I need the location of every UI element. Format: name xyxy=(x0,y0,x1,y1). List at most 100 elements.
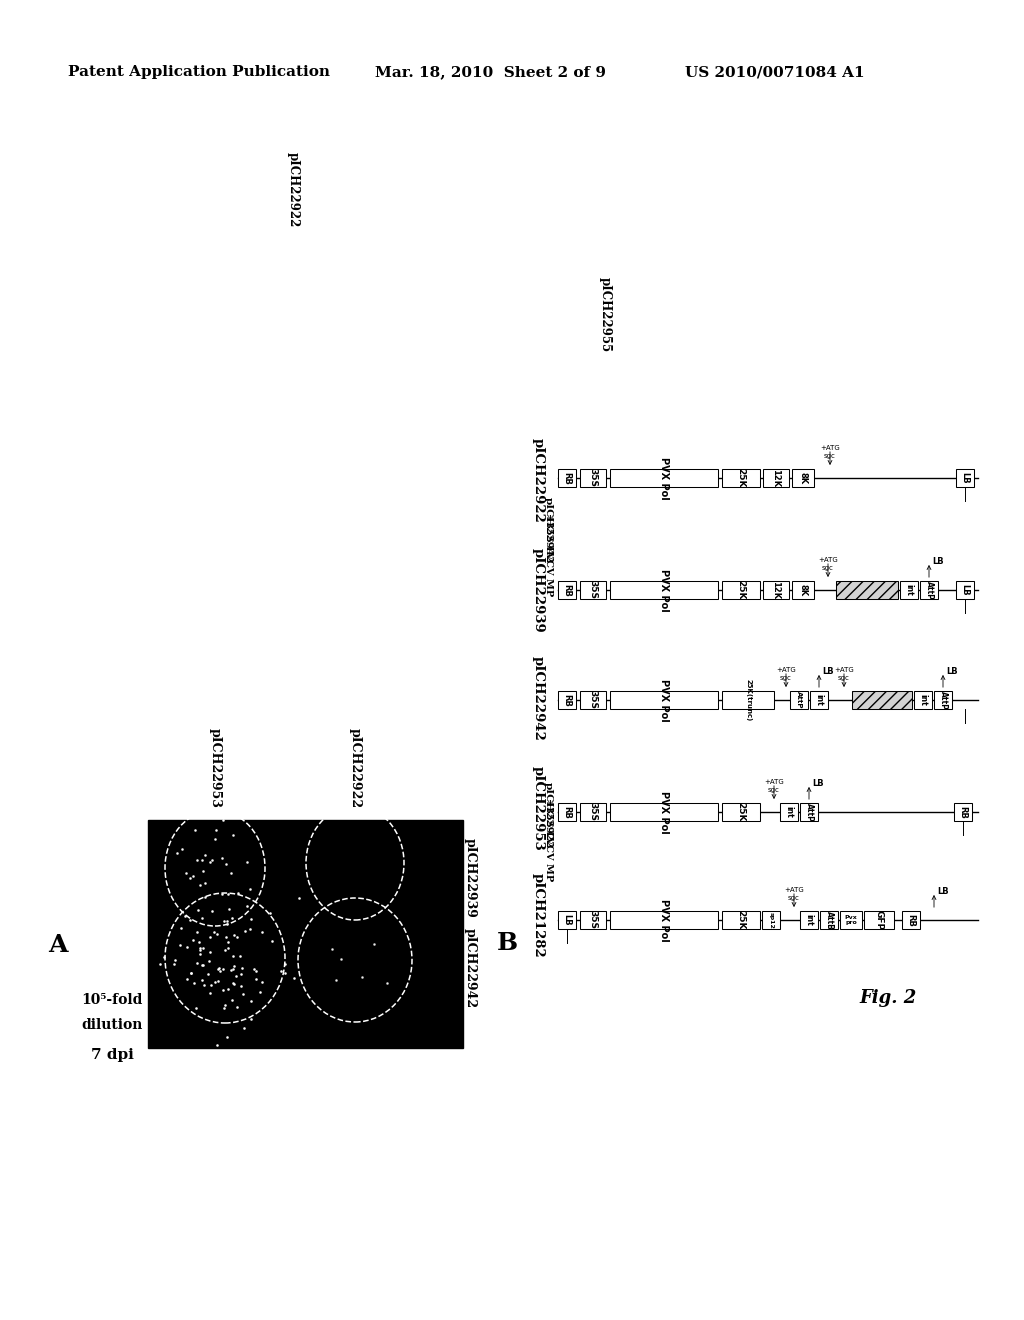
Bar xyxy=(914,690,932,709)
Text: Fig. 2: Fig. 2 xyxy=(859,989,916,1007)
Text: int: int xyxy=(784,807,794,818)
Text: 35S: 35S xyxy=(589,469,597,487)
Text: pICH21282: pICH21282 xyxy=(531,873,545,957)
Bar xyxy=(920,581,938,599)
Bar xyxy=(800,911,818,929)
Text: pICH22922: pICH22922 xyxy=(544,781,553,849)
Text: pICH22922: pICH22922 xyxy=(348,727,361,808)
Bar xyxy=(558,469,575,487)
Text: +ATG: +ATG xyxy=(818,557,838,564)
Bar xyxy=(780,803,798,821)
Bar xyxy=(902,911,920,929)
Text: sgc: sgc xyxy=(780,675,792,681)
Bar xyxy=(148,820,463,1048)
Bar xyxy=(722,911,760,929)
Text: +ATG: +ATG xyxy=(820,445,840,451)
Bar xyxy=(792,469,814,487)
Bar xyxy=(763,581,790,599)
Bar xyxy=(956,581,974,599)
Text: 25K: 25K xyxy=(736,803,745,822)
Text: 25K: 25K xyxy=(736,581,745,599)
Text: PVX Pol: PVX Pol xyxy=(659,569,669,611)
Text: AttP: AttP xyxy=(796,692,802,709)
Bar xyxy=(722,469,760,487)
Text: 35S: 35S xyxy=(589,803,597,821)
Text: AttP: AttP xyxy=(805,803,813,821)
Text: sgc: sgc xyxy=(768,787,780,793)
Text: LB: LB xyxy=(946,668,957,676)
Bar xyxy=(580,803,606,821)
Text: 8K: 8K xyxy=(799,473,808,484)
Text: PVX Pol: PVX Pol xyxy=(659,899,669,941)
Bar xyxy=(956,469,974,487)
Text: LB: LB xyxy=(822,668,834,676)
Text: sgc: sgc xyxy=(822,565,834,572)
Text: Patent Application Publication: Patent Application Publication xyxy=(68,65,330,79)
Text: 35S: 35S xyxy=(589,911,597,929)
Bar xyxy=(763,469,790,487)
Text: +35S-TVCV MP: +35S-TVCV MP xyxy=(544,799,553,882)
Bar xyxy=(610,581,718,599)
Text: pICH22922: pICH22922 xyxy=(287,152,299,227)
Text: PVX Pol: PVX Pol xyxy=(659,678,669,721)
Text: 7 dpi: 7 dpi xyxy=(90,1048,133,1063)
Text: +35S-TVCV MP: +35S-TVCV MP xyxy=(544,513,553,597)
Text: GFP: GFP xyxy=(874,909,884,931)
Text: pICH22942: pICH22942 xyxy=(544,496,553,564)
Text: 12K: 12K xyxy=(771,469,780,487)
Text: PVX Pol: PVX Pol xyxy=(659,457,669,499)
Text: 12K: 12K xyxy=(771,581,780,599)
Bar xyxy=(610,803,718,821)
Bar xyxy=(580,911,606,929)
Bar xyxy=(558,581,575,599)
Text: pICH22942: pICH22942 xyxy=(531,656,545,741)
Text: +ATG: +ATG xyxy=(784,887,804,894)
Text: pICH22939: pICH22939 xyxy=(531,548,545,632)
Text: sgc: sgc xyxy=(824,453,836,459)
Bar xyxy=(722,803,760,821)
Bar xyxy=(954,803,972,821)
Bar xyxy=(836,581,898,599)
Bar xyxy=(820,911,838,929)
Text: LB: LB xyxy=(562,915,571,925)
Text: AttB: AttB xyxy=(824,911,834,929)
Text: pICH22953: pICH22953 xyxy=(531,766,545,850)
Text: 25K: 25K xyxy=(736,469,745,488)
Text: int: int xyxy=(919,694,928,706)
Text: +ATG: +ATG xyxy=(764,779,784,785)
Text: Pvx
pro: Pvx pro xyxy=(845,915,857,925)
Bar xyxy=(580,581,606,599)
Text: AttP: AttP xyxy=(939,690,947,709)
Text: 35S: 35S xyxy=(589,581,597,599)
Bar xyxy=(792,581,814,599)
Bar xyxy=(610,911,718,929)
Text: A: A xyxy=(48,933,68,957)
Text: LB: LB xyxy=(937,887,948,896)
Text: Mar. 18, 2010  Sheet 2 of 9: Mar. 18, 2010 Sheet 2 of 9 xyxy=(375,65,606,79)
Text: AttP: AttP xyxy=(925,581,934,599)
Bar xyxy=(762,911,780,929)
Bar xyxy=(900,581,918,599)
Bar xyxy=(610,690,718,709)
Text: LB: LB xyxy=(961,585,970,595)
Text: 10⁵-fold: 10⁵-fold xyxy=(81,993,142,1007)
Text: PVX Pol: PVX Pol xyxy=(659,791,669,833)
Text: dilution: dilution xyxy=(81,1018,142,1032)
Text: RB: RB xyxy=(906,913,915,927)
Text: +ATG: +ATG xyxy=(835,667,854,673)
Text: B: B xyxy=(497,931,517,954)
Text: sgc: sgc xyxy=(788,895,800,902)
Text: sp12: sp12 xyxy=(768,912,773,928)
Text: +ATG: +ATG xyxy=(776,667,796,673)
Bar xyxy=(852,690,912,709)
Text: LB: LB xyxy=(932,557,944,566)
Bar xyxy=(558,690,575,709)
Text: pICH22939: pICH22939 xyxy=(464,838,476,917)
Text: 8K: 8K xyxy=(799,583,808,597)
Text: int: int xyxy=(904,585,913,595)
Text: pICH22955: pICH22955 xyxy=(598,277,611,352)
Text: 35S: 35S xyxy=(589,690,597,710)
Text: pICH22953: pICH22953 xyxy=(209,729,221,808)
Bar xyxy=(580,690,606,709)
Text: US 2010/0071084 A1: US 2010/0071084 A1 xyxy=(685,65,864,79)
